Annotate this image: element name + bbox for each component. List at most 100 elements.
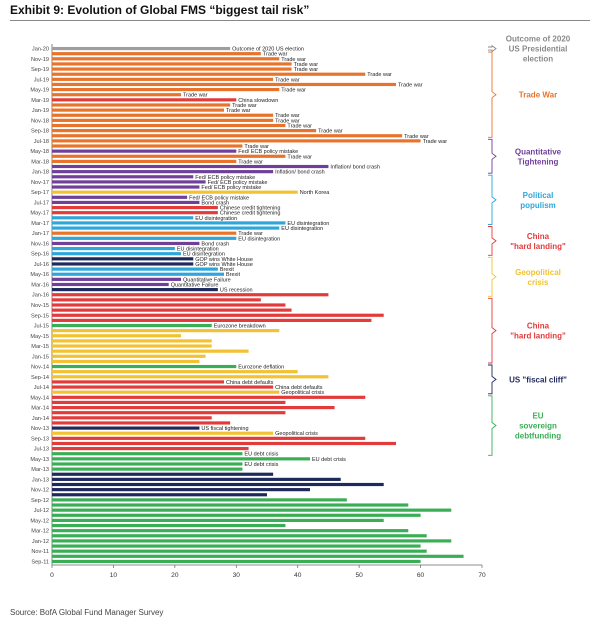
y-tick-label: Mar-19 [31, 98, 49, 104]
bar [52, 272, 224, 276]
chart-title: Exhibit 9: Evolution of Global FMS “bigg… [10, 3, 590, 21]
group-bracket [488, 256, 497, 297]
bar [52, 103, 231, 107]
bar [52, 277, 181, 281]
group-label: China [527, 232, 550, 241]
bar-label: Brexit [226, 272, 241, 278]
bar-label: China slowdown [238, 98, 278, 104]
y-tick-label: Jan-13 [32, 477, 49, 483]
bar-label: Quantitative Failure [171, 282, 219, 288]
y-tick-label: Nov-14 [31, 365, 49, 371]
group-label: sovereign [519, 422, 557, 431]
bar [52, 452, 243, 456]
bar [52, 462, 243, 466]
bar [52, 318, 372, 322]
group-label: "hard landing" [510, 242, 566, 251]
bar-label: EU disintegration [183, 252, 225, 258]
bar [52, 400, 286, 405]
y-tick-label: Jul-17 [34, 200, 49, 206]
bar [52, 498, 347, 502]
bar [52, 416, 212, 420]
bar [52, 282, 169, 287]
y-tick-label: Jan-19 [32, 108, 49, 114]
y-tick-label: Sep-14 [31, 375, 49, 381]
bar [52, 88, 280, 92]
bar-label: Outcome of 2020 US election [232, 47, 304, 53]
bar [52, 170, 274, 174]
y-tick-label: Sep-12 [31, 498, 49, 504]
bar-label: EU disintegration [177, 247, 219, 253]
y-tick-label: May-16 [30, 272, 49, 278]
bar [52, 308, 292, 312]
bar [52, 477, 341, 481]
y-tick-label: May-19 [30, 88, 49, 94]
bar [52, 385, 274, 389]
y-tick-label: Jan-17 [32, 231, 49, 237]
group-label: debtfunding [515, 432, 561, 441]
bar [52, 77, 274, 81]
bar-label: Fed/ ECB policy mistake [238, 149, 298, 155]
bar [52, 395, 366, 399]
bar [52, 139, 421, 143]
bar-label: Trade war [232, 103, 257, 109]
group-label: election [523, 55, 553, 64]
bar-label: Trade war [367, 72, 392, 78]
bar [52, 375, 329, 379]
y-tick-label: Jul-12 [34, 508, 49, 514]
bar [52, 544, 421, 548]
bar-label: Trade war [238, 231, 263, 237]
bar-label: Inflation/ bond crash [275, 170, 325, 176]
bar [52, 185, 200, 189]
group-label: Political [523, 191, 554, 200]
y-tick-label: Nov-15 [31, 303, 49, 309]
bar [52, 288, 218, 292]
bar-label: Fed/ ECB policy mistake [195, 175, 255, 181]
y-tick-label: Jul-16 [34, 262, 49, 268]
bar [52, 231, 237, 235]
y-tick-label: Nov-13 [31, 426, 49, 432]
bar [52, 405, 335, 410]
bar-label: Trade war [294, 67, 319, 73]
y-tick-label: Jul-13 [34, 447, 49, 453]
bar [52, 267, 218, 271]
x-tick-label: 70 [478, 572, 486, 579]
bar [52, 200, 200, 205]
bar [52, 426, 200, 430]
bar-label: Chinese credit tightening [220, 206, 281, 212]
bar-label: China debt defaults [226, 380, 274, 386]
bar [52, 390, 280, 394]
bar [52, 93, 181, 97]
y-tick-label: May-13 [30, 457, 49, 463]
x-tick-label: 0 [50, 572, 54, 579]
bar-label: EU debt crisis [312, 457, 346, 463]
bar [52, 359, 200, 364]
bar [52, 113, 274, 117]
bar-label: Trade war [275, 118, 300, 124]
y-tick-label: Mar-13 [31, 467, 49, 473]
y-tick-label: Jan-16 [32, 293, 49, 299]
y-tick-label: Mar-15 [31, 344, 49, 350]
y-tick-label: Sep-11 [31, 559, 49, 565]
bar [52, 144, 243, 148]
y-tick-label: Mar-12 [31, 529, 49, 535]
bar [52, 508, 452, 512]
bar-label: Brexit [220, 267, 235, 273]
bar [52, 226, 280, 230]
bar [52, 554, 464, 558]
bar [52, 503, 409, 507]
bar [52, 488, 310, 492]
y-tick-label: Jan-18 [32, 170, 49, 176]
bar [52, 549, 427, 553]
group-bracket [488, 174, 497, 225]
bar [52, 323, 212, 328]
y-tick-label: Mar-18 [31, 159, 49, 165]
bar-label: China debt defaults [275, 385, 323, 391]
group-label: Geopolitical [515, 268, 561, 277]
bar-label: Bond crash [201, 200, 229, 206]
y-tick-label: Jul-19 [34, 77, 49, 83]
bar-label: GOP wins White House [195, 257, 253, 263]
y-tick-label: May-14 [30, 395, 49, 401]
bar-label: Trade war [226, 108, 251, 114]
bar [52, 467, 243, 471]
y-tick-label: Jan-12 [32, 539, 49, 545]
